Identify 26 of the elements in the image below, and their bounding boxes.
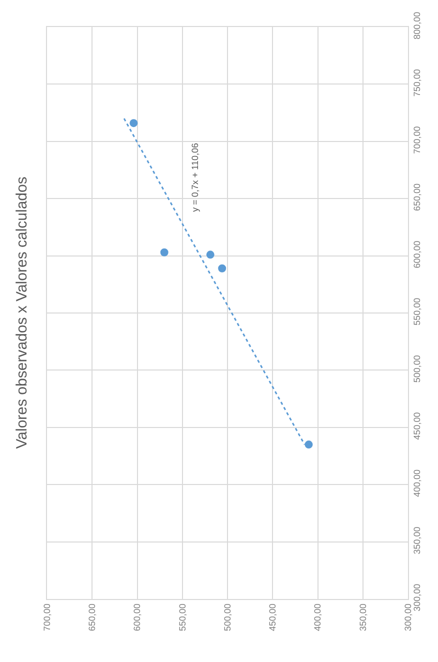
x-tick-label: 450,00 [268, 604, 278, 632]
point [304, 440, 313, 449]
y-tick-label: 450,00 [412, 412, 422, 440]
y-tick-label: 350,00 [412, 526, 422, 554]
y-tick-label: 800,00 [412, 12, 422, 40]
y-tick-label: 600,00 [412, 240, 422, 268]
y-tick-label: 750,00 [412, 69, 422, 97]
y-tick-label: 400,00 [412, 469, 422, 498]
x-tick-label: 550,00 [177, 604, 188, 632]
point [218, 264, 226, 272]
y-tick-label: 300,00 [412, 584, 422, 612]
x-tick-label: 400,00 [312, 604, 323, 632]
x-tick-label: 500,00 [222, 604, 232, 632]
point [130, 119, 138, 128]
annotation: y = 0,7x + 110,06 [190, 143, 200, 212]
y-tick-label: 650,00 [412, 183, 422, 212]
x-tick-label: 600,00 [132, 604, 142, 632]
point [160, 248, 168, 256]
point [206, 250, 214, 259]
y-tick-label: 550,00 [412, 298, 422, 326]
x-tick-label: 350,00 [358, 604, 368, 632]
x-tick-label: 650,00 [87, 604, 98, 632]
x-tick-label: 700,00 [42, 604, 52, 632]
y-tick-label: 700,00 [412, 126, 422, 154]
y-tick-label: 500,00 [412, 355, 422, 383]
text: Valores observados x Valores calculados [14, 176, 31, 449]
